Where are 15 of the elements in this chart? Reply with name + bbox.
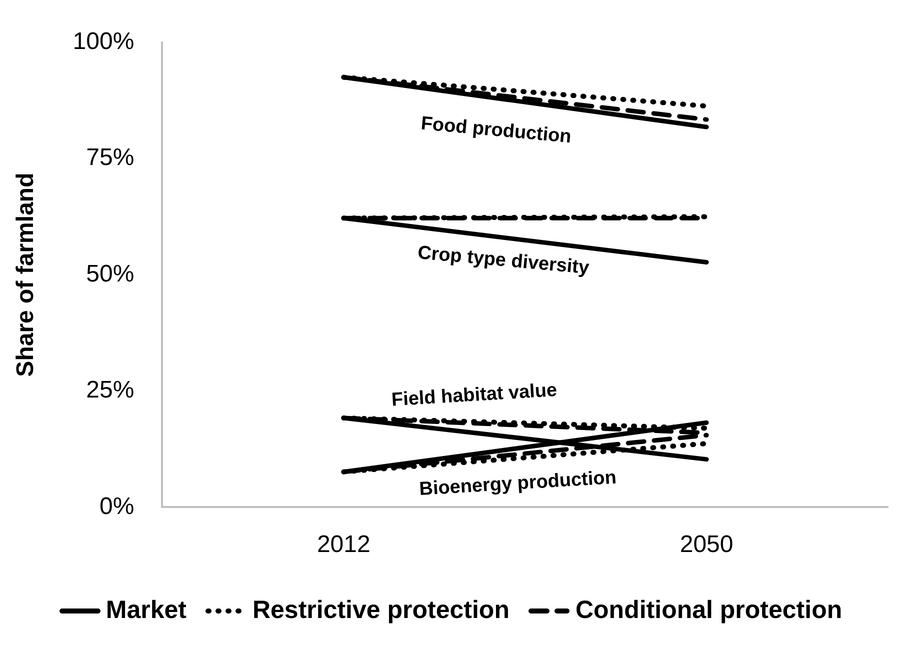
legend-label: Conditional protection: [575, 596, 842, 625]
annotation: Field habitat value: [390, 380, 558, 411]
legend-label: Market: [106, 596, 186, 625]
y-axis-title: Share of farmland: [12, 172, 40, 377]
annotation: Bioenergy production: [418, 467, 617, 500]
y-tick-label: 100%: [72, 28, 134, 56]
annotation: Food production: [420, 113, 572, 148]
y-tick-label: 50%: [86, 260, 134, 288]
y-tick-label: 0%: [99, 492, 134, 520]
x-tick-label: 2050: [680, 531, 734, 558]
y-tick-label: 25%: [86, 376, 134, 404]
annotation: Crop type diversity: [416, 242, 590, 279]
legend-label: Restrictive protection: [252, 596, 510, 625]
x-tick-label: 2012: [316, 531, 370, 558]
y-tick-label: 75%: [86, 144, 134, 172]
